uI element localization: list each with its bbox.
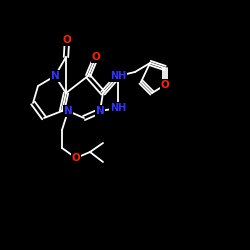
Text: O: O	[92, 52, 100, 62]
Text: N: N	[50, 71, 59, 81]
Text: N: N	[96, 106, 104, 116]
Text: O: O	[62, 35, 72, 45]
Text: NH: NH	[110, 103, 126, 113]
Text: O: O	[160, 80, 170, 90]
Text: NH: NH	[110, 71, 126, 81]
Text: N: N	[64, 106, 72, 116]
Text: O: O	[72, 153, 80, 163]
